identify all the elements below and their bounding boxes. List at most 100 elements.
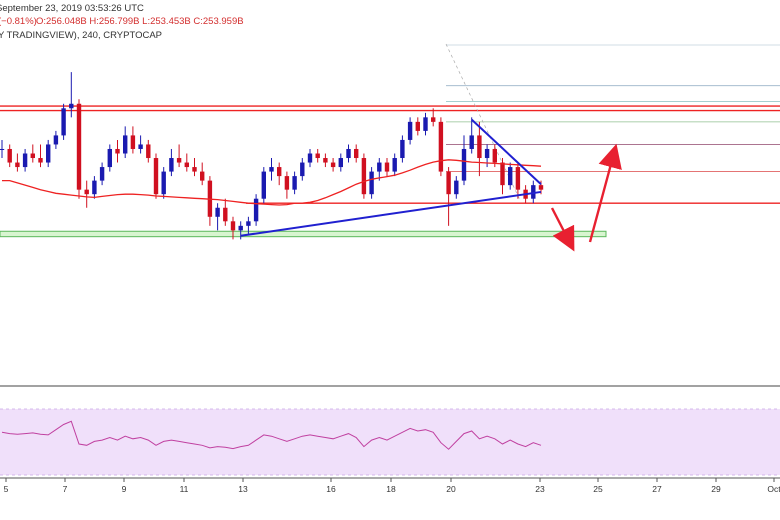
candle-down — [277, 167, 282, 177]
fib-anchor-line — [445, 43, 521, 201]
x-tick-label: 11 — [180, 484, 189, 494]
candle-down — [384, 162, 390, 172]
header-timestamp: September 23, 2019 03:53:26 UTC — [0, 3, 144, 14]
rsi-pane — [0, 408, 780, 476]
x-tick-label: 23 — [535, 484, 545, 494]
header-ohlc: O:256.048B H:256.799B L:253.453B C:253.9… — [36, 16, 244, 27]
candle-up — [123, 135, 128, 154]
trendlines — [240, 118, 542, 237]
ma-line — [2, 159, 542, 206]
candle-up — [461, 148, 467, 181]
candle-down — [38, 158, 43, 163]
candle-up — [531, 185, 536, 199]
x-tick-label: 27 — [652, 484, 662, 494]
x-tick-label: 5 — [4, 484, 9, 494]
candle-up — [377, 162, 382, 172]
candle-up — [484, 148, 490, 159]
candle-up — [161, 171, 166, 195]
candle-up — [261, 171, 266, 199]
x-tick-label: Oct — [767, 484, 780, 494]
candle-up — [253, 198, 259, 222]
candle-down — [84, 189, 89, 195]
candle-up — [346, 148, 351, 159]
candle-down — [176, 158, 182, 163]
candle-down — [130, 135, 136, 149]
candle-down — [15, 162, 20, 168]
x-tick-label: 16 — [326, 484, 336, 494]
candle-up — [423, 117, 428, 131]
candle-up — [53, 135, 59, 145]
candle-up — [454, 180, 459, 195]
x-tick-label: 7 — [63, 484, 68, 494]
candle-down — [76, 103, 82, 190]
candle-up — [69, 103, 74, 109]
horizontal-levels — [0, 105, 780, 204]
candle-down — [354, 148, 359, 159]
header-change: (−0.81%) — [0, 16, 37, 27]
forecast-arrow-down — [550, 207, 575, 252]
candle-up — [0, 148, 5, 150]
candle-up — [469, 135, 474, 149]
candle-up — [338, 158, 343, 168]
candle-up — [46, 144, 51, 163]
candle-down — [538, 185, 544, 190]
rsi-line — [1, 420, 542, 450]
candle-down — [284, 176, 290, 190]
candle-up — [508, 167, 513, 186]
candle-up — [300, 162, 305, 177]
x-tick-label: 13 — [238, 484, 248, 494]
candle-down — [500, 162, 505, 186]
candle-down — [184, 162, 189, 168]
header-source: Y TRADINGVIEW), 240, CRYPTOCAP — [0, 30, 162, 41]
candle-up — [107, 148, 112, 168]
candle-up — [269, 167, 274, 172]
candle-down — [153, 158, 159, 195]
candle-down — [515, 167, 521, 190]
x-tick-label: 25 — [593, 484, 603, 494]
candle-down — [230, 221, 236, 231]
x-tick-label: 18 — [386, 484, 396, 494]
candle-up — [238, 225, 243, 231]
candle-up — [246, 221, 251, 226]
candle-down — [323, 158, 328, 163]
candle-up — [369, 171, 374, 195]
candle-down — [315, 153, 320, 159]
candle-up — [407, 121, 413, 140]
candle-up — [138, 144, 143, 149]
candle-down — [115, 148, 120, 154]
candle-down — [30, 153, 35, 159]
forecast-arrow-up — [588, 143, 622, 243]
candle-down — [446, 171, 451, 195]
rsi-band — [0, 409, 780, 475]
candle-down — [431, 117, 436, 122]
demand-zone-rect — [0, 230, 607, 238]
candle-down — [415, 121, 420, 131]
candle-up — [22, 153, 28, 168]
demand-zone — [0, 230, 607, 238]
candle-down — [477, 135, 482, 159]
time-axis: 5 7 9 11 13 16 18 20 23 25 27 29 Oct — [4, 478, 780, 494]
candle-down — [7, 148, 12, 163]
forecast-arrows — [550, 143, 622, 252]
candle-up — [99, 167, 105, 181]
candle-down — [492, 148, 497, 163]
candle-up — [292, 176, 297, 190]
candle-down — [361, 158, 367, 195]
candle-down — [192, 167, 197, 172]
candle-up — [392, 158, 397, 172]
candle-down — [330, 162, 336, 168]
candle-up — [307, 153, 313, 163]
candle-up — [215, 207, 220, 217]
x-tick-label: 9 — [122, 484, 127, 494]
triangle-lower-trendline — [240, 190, 542, 237]
candle-up — [92, 180, 97, 195]
triangle-upper-trendline — [471, 118, 542, 185]
candle-up — [169, 158, 174, 172]
candle-up — [400, 139, 405, 159]
moving-average — [2, 159, 542, 206]
candle-down — [200, 171, 205, 181]
candle-down — [146, 144, 151, 159]
candle-down — [223, 207, 228, 222]
x-tick-label: 29 — [711, 484, 721, 494]
